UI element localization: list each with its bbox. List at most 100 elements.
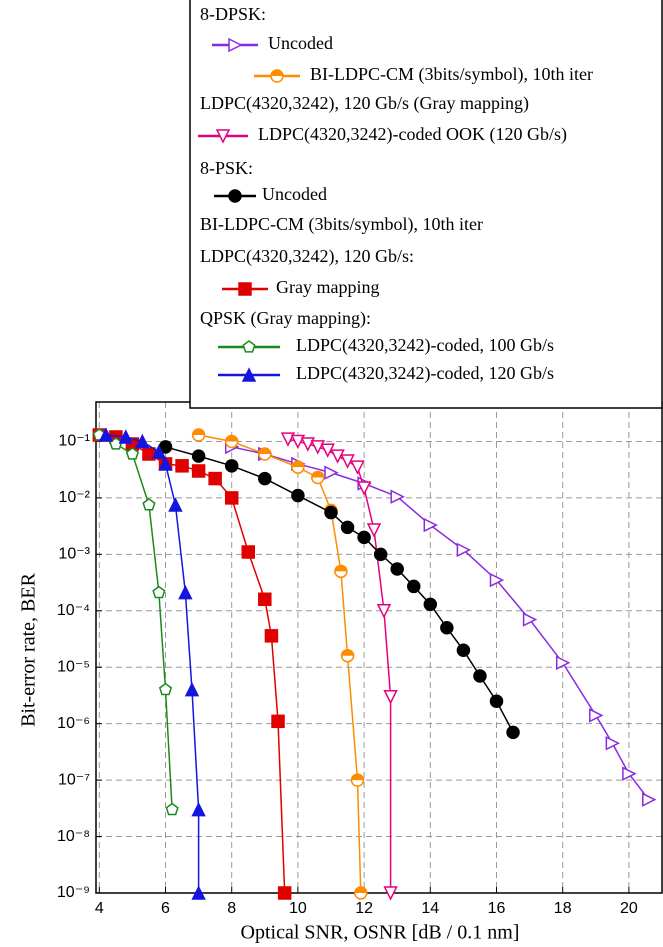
legend-marker [242, 340, 256, 353]
data-point [390, 562, 404, 576]
data-point [191, 801, 206, 817]
legend-marker-shape [241, 367, 257, 382]
data-point [191, 464, 206, 478]
data-point [506, 725, 520, 740]
data-point-shape [258, 592, 272, 607]
data-point [264, 629, 279, 643]
series-line [98, 434, 173, 810]
data-point [191, 885, 206, 900]
data-point-shape [290, 434, 306, 450]
data-point [423, 517, 438, 533]
data-point-shape [489, 572, 505, 588]
legend-heading: 8-DPSK: [200, 4, 266, 24]
data-point-shape [456, 643, 471, 657]
legend-marker-shape [228, 189, 242, 203]
data-point [277, 886, 292, 900]
data-point-shape [258, 447, 271, 454]
data-point-shape [280, 432, 296, 447]
y-tick-label: 10⁻⁵ [57, 658, 90, 675]
y-tick-label: 10⁻² [58, 489, 90, 506]
data-point-shape [310, 440, 325, 455]
data-point [440, 621, 454, 635]
data-point-shape [184, 682, 200, 697]
data-point-shape [311, 471, 324, 478]
data-point-shape [158, 456, 173, 471]
data-point [135, 433, 150, 449]
data-point-shape [340, 520, 355, 535]
data-point [340, 520, 355, 535]
data-point-shape [383, 689, 398, 705]
data-point-shape [151, 444, 167, 459]
data-point-shape [456, 542, 472, 558]
y-tick-label: 10⁻⁹ [57, 884, 90, 901]
data-point-shape [489, 694, 504, 708]
data-point-shape [158, 682, 173, 696]
x-tick-label: 12 [355, 900, 373, 917]
x-tick-label: 8 [227, 900, 236, 917]
data-point-shape [589, 708, 604, 723]
data-point [324, 505, 338, 520]
data-point [191, 428, 206, 442]
data-point [258, 592, 272, 607]
data-point-shape [354, 887, 367, 893]
series-line [165, 446, 514, 733]
data-point [489, 572, 505, 588]
data-point-shape [555, 655, 571, 670]
x-axis-title: Optical SNR, OSNR [dB / 0.1 nm] [241, 922, 520, 944]
data-point [178, 584, 193, 600]
data-point [151, 444, 167, 459]
y-tick-label: 10⁻⁷ [58, 771, 90, 788]
data-point [271, 714, 285, 729]
series-line [105, 434, 200, 893]
data-point [589, 708, 604, 723]
data-point [191, 449, 206, 463]
data-point [555, 655, 571, 670]
legend-label: Uncoded [268, 33, 333, 53]
data-point-shape [390, 489, 405, 504]
data-point [423, 597, 438, 612]
legend-marker [215, 129, 231, 144]
data-point-shape [191, 801, 206, 817]
data-point-shape [191, 464, 206, 478]
series-line [99, 434, 286, 894]
plot-frame [95, 401, 663, 894]
data-point-shape [98, 427, 114, 442]
series-line [287, 438, 392, 893]
data-point-shape [407, 579, 421, 594]
data-point-shape [271, 714, 285, 729]
data-point [522, 612, 538, 627]
x-tick-label: 4 [95, 900, 104, 917]
y-tick-label: 10⁻⁴ [57, 602, 90, 619]
data-point-shape [340, 454, 355, 469]
data-point [152, 585, 166, 599]
data-point [241, 545, 256, 559]
data-point [383, 886, 398, 901]
y-tick-label: 10⁻³ [58, 546, 90, 563]
data-point-shape [300, 437, 316, 452]
data-point-shape [350, 460, 365, 475]
legend-heading: 8-PSK: [200, 158, 253, 178]
legend-label: BI-LDPC-CM (3bits/symbol), 10th iter [310, 64, 593, 85]
legend-marker-shape [215, 129, 231, 144]
data-point-shape [390, 562, 404, 576]
data-point-shape [373, 547, 388, 562]
legend-marker [241, 367, 257, 382]
data-point-shape [118, 429, 134, 444]
data-point [258, 471, 272, 486]
data-point [291, 488, 305, 503]
data-point-shape [324, 505, 338, 520]
data-point-shape [178, 584, 193, 600]
legend-label: LDPC(4320,3242)-coded OOK (120 Gb/s) [258, 124, 567, 145]
x-tick-label: 16 [488, 900, 506, 917]
y-tick-label: 10⁻⁶ [57, 715, 90, 732]
data-point [622, 766, 637, 781]
data-point [350, 773, 365, 787]
data-point [290, 434, 306, 450]
data-point [357, 530, 371, 545]
data-point [350, 460, 365, 475]
data-point-shape [125, 447, 139, 460]
data-point [642, 792, 657, 807]
data-point-shape [324, 465, 339, 480]
data-point-shape [192, 429, 205, 436]
data-point-shape [423, 597, 438, 612]
